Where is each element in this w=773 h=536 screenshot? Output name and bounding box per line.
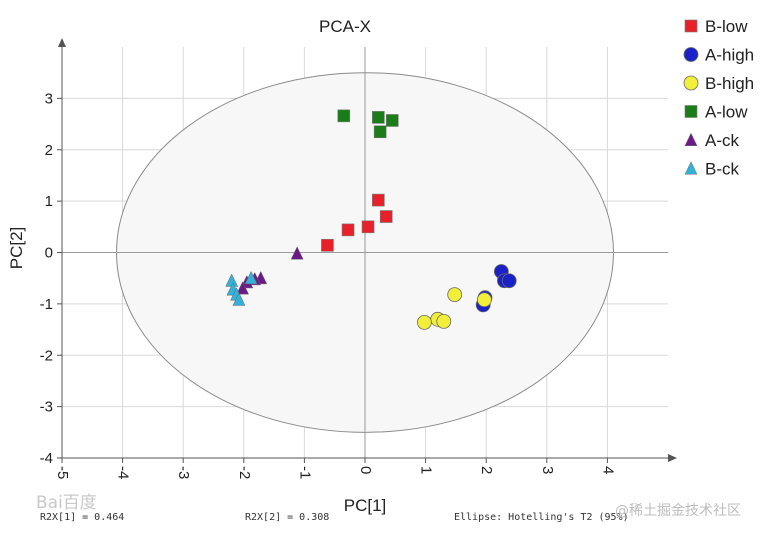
y-tick-label: -2: [40, 347, 53, 364]
legend-label-a-ck: A-ck: [705, 131, 740, 150]
legend-marker-b-high: [683, 75, 699, 91]
legend-label-a-low: A-low: [705, 103, 748, 122]
x-tick-label: -3: [175, 466, 192, 479]
point-b-high: [476, 292, 492, 308]
y-axis-label: PC[2]: [7, 227, 26, 270]
point-a-ck: [236, 281, 249, 295]
x-tick-label: 3: [539, 466, 556, 474]
point-a-low: [337, 109, 351, 123]
ellipse-note: Ellipse: Hotelling's T2 (95%): [454, 512, 629, 523]
legend-label-b-high: B-high: [705, 74, 754, 93]
x-tick-label: 2: [478, 466, 495, 474]
x-tick-label: -4: [115, 466, 132, 479]
point-a-low: [373, 125, 387, 139]
x-axis-arrow: [668, 454, 677, 462]
x-tick-label: -5: [54, 466, 71, 479]
x-tick-label: 0: [357, 466, 374, 474]
point-a-high: [501, 273, 517, 289]
x-axis-label: PC[1]: [344, 496, 387, 515]
legend-label-b-ck: B-ck: [705, 160, 740, 179]
legend: B-low A-high B-high A-low A-ck B-ck: [683, 17, 754, 179]
y-tick-label: 3: [45, 90, 53, 107]
y-tick-label: -4: [40, 450, 53, 467]
point-a-low: [372, 111, 385, 124]
y-tick-label: 2: [45, 142, 53, 159]
data-points: [225, 109, 517, 330]
legend-label-a-high: A-high: [705, 46, 754, 65]
chart-title: PCA-X: [319, 17, 371, 36]
y-tick-label: 0: [45, 245, 53, 262]
point-b-low: [321, 239, 334, 252]
point-b-ck: [232, 292, 246, 306]
y-tick-label: -1: [40, 296, 53, 313]
point-b-low: [379, 210, 393, 223]
y-axis-arrow: [58, 38, 66, 47]
legend-marker-a-low: [684, 105, 698, 118]
r2x1-stat: R2X[1] = 0.464: [40, 512, 125, 523]
legend-label-b-low: B-low: [705, 17, 748, 36]
point-a-low: [385, 114, 399, 127]
baidu-watermark: Bai百度: [36, 493, 97, 513]
point-b-high: [416, 314, 432, 330]
legend-marker-a-ck: [684, 132, 698, 146]
point-b-low: [372, 193, 385, 207]
y-tick-label: -3: [40, 399, 53, 416]
x-tick-label: 4: [599, 466, 616, 474]
r2x2-stat: R2X[2] = 0.308: [245, 512, 330, 523]
x-tick-label: 1: [418, 466, 435, 474]
point-b-ck: [244, 270, 258, 285]
point-b-high: [447, 287, 463, 303]
juejin-watermark: @稀土掘金技术社区: [615, 503, 741, 519]
y-tick-label: 1: [45, 193, 53, 210]
legend-marker-b-low: [684, 19, 698, 33]
point-b-high: [436, 313, 452, 329]
point-b-low: [361, 220, 375, 234]
legend-marker-b-ck: [684, 161, 698, 175]
legend-marker-a-high: [683, 47, 699, 62]
point-b-low: [341, 223, 355, 237]
point-a-ck: [290, 246, 304, 260]
x-tick-label: -2: [236, 466, 253, 479]
x-tick-label: -1: [296, 466, 313, 479]
